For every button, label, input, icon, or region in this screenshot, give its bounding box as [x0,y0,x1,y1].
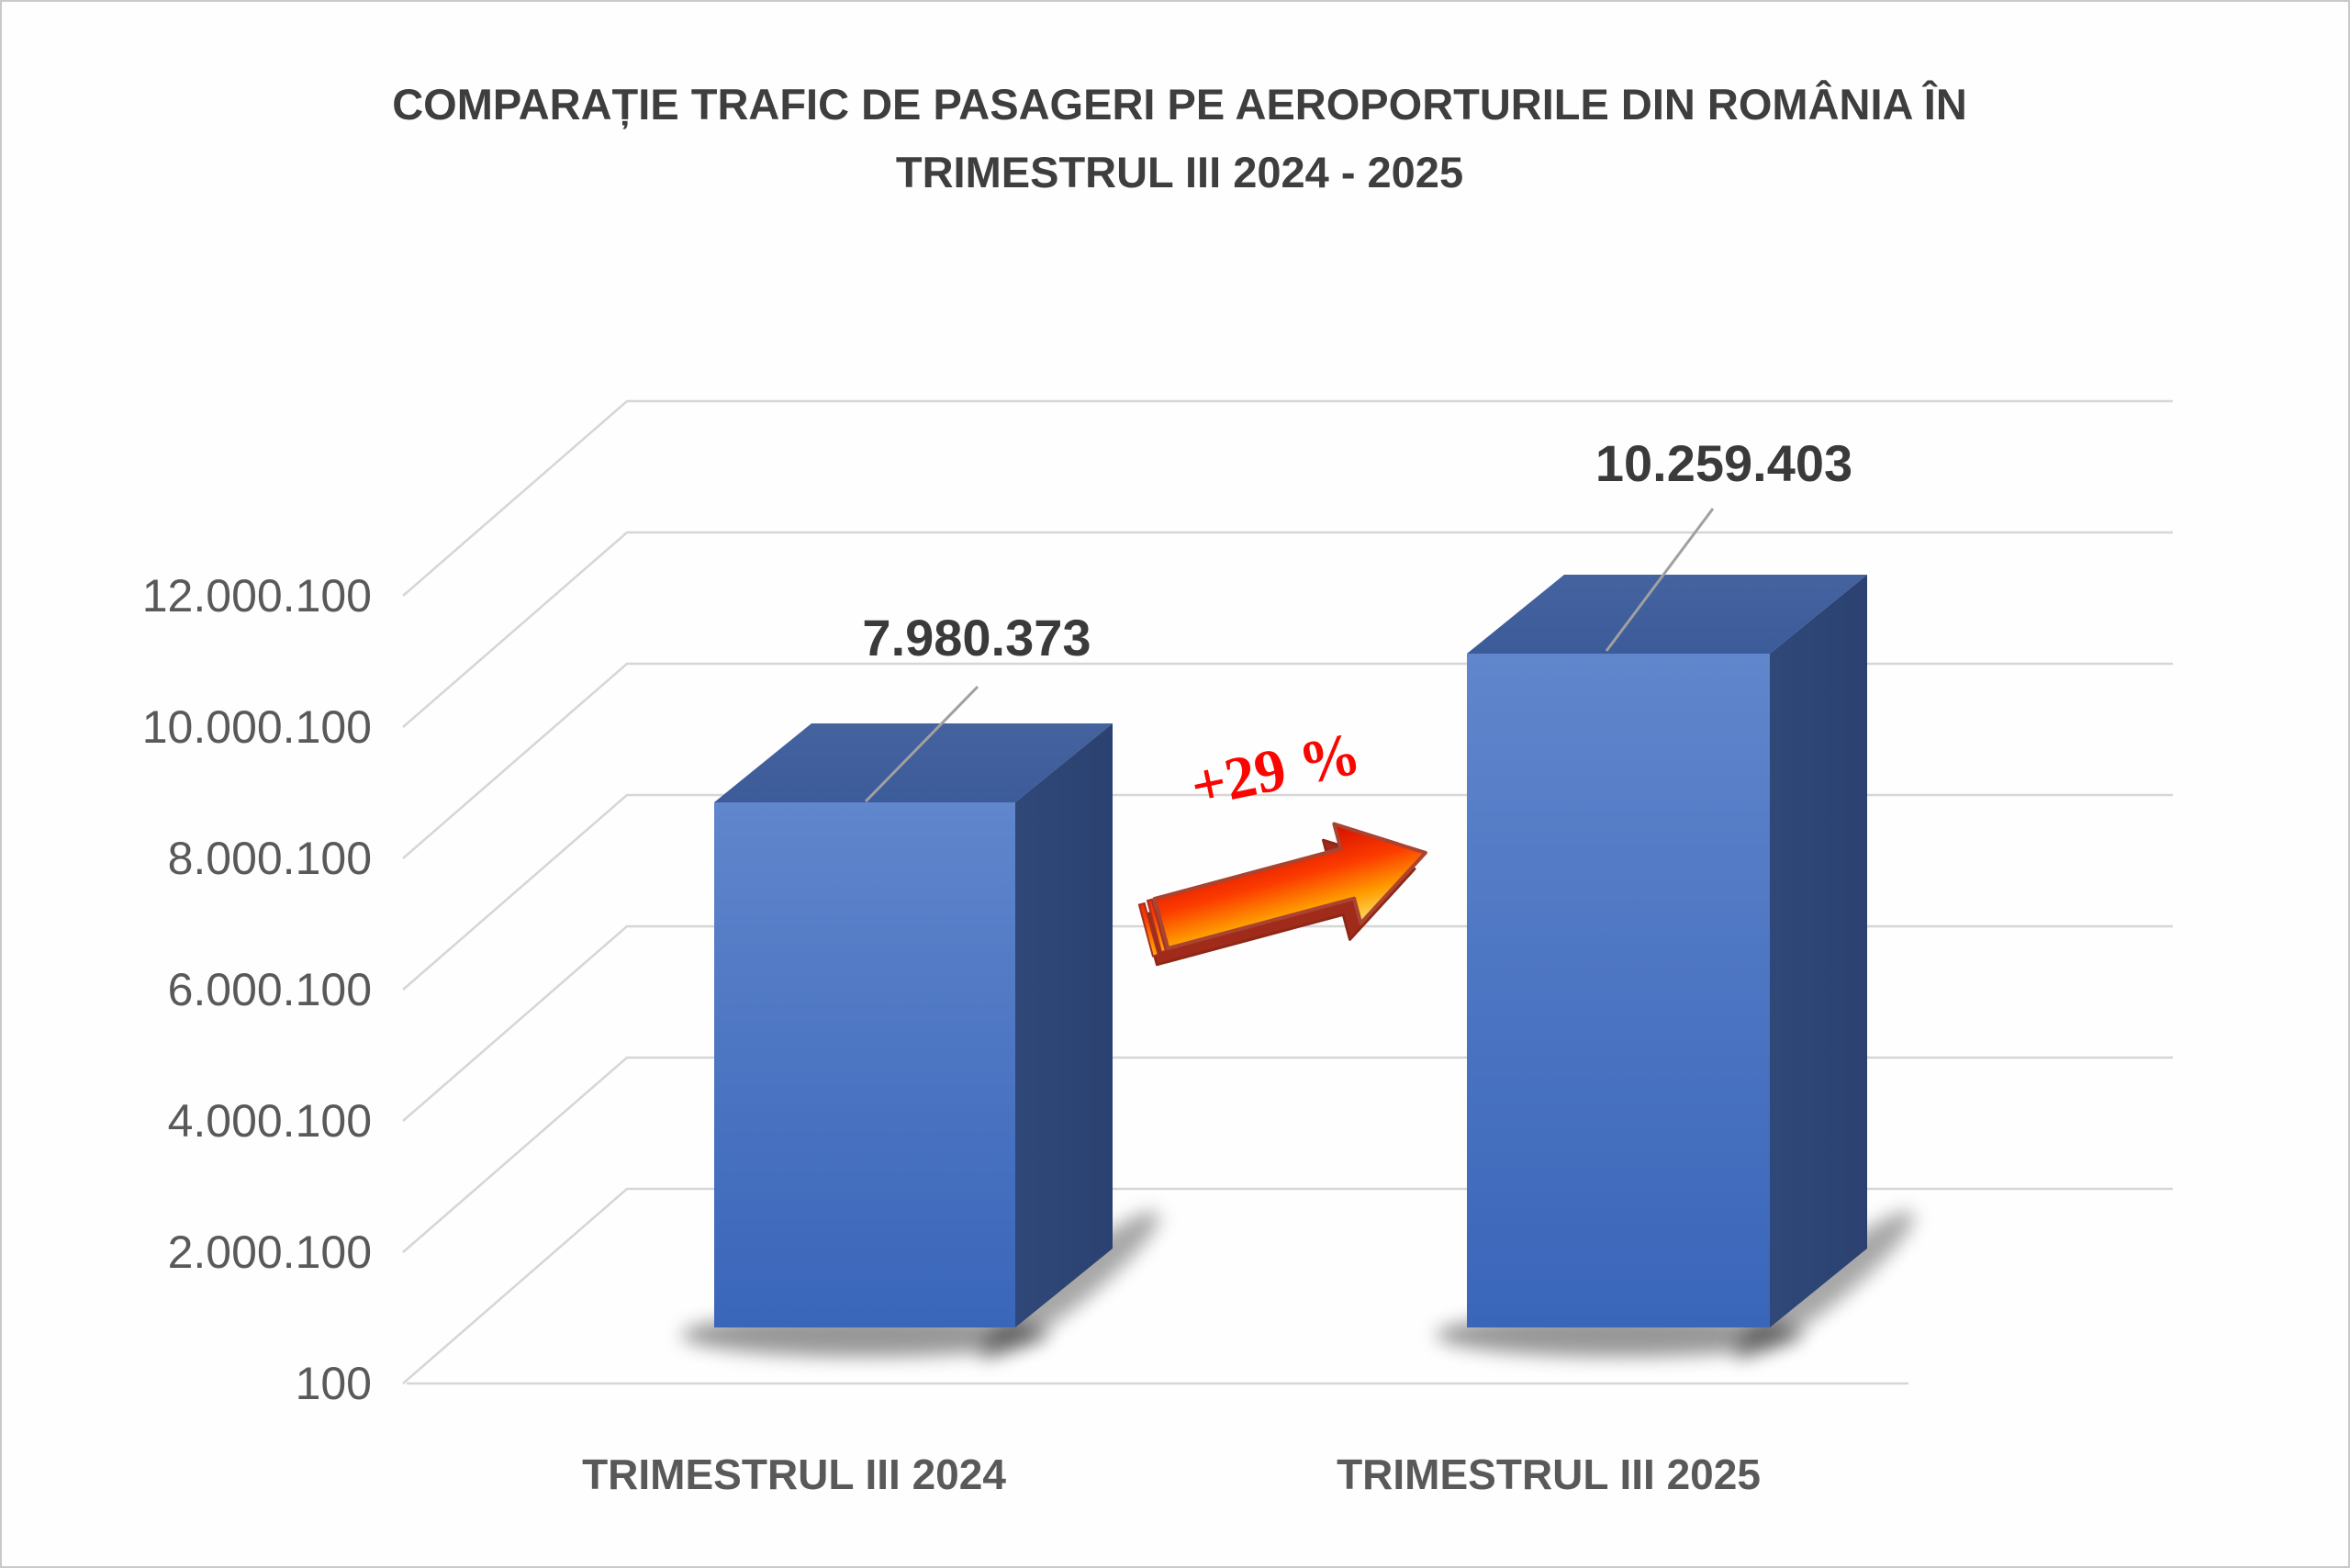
y-tick-label: 100 [296,1358,372,1409]
y-tick-label: 12.000.100 [142,570,372,622]
leader-lines [864,508,1715,803]
bar-2025-top-face [1467,575,1867,654]
data-label-2024: 7.980.373 [862,609,1091,666]
gridline [402,399,2173,597]
leader-line-2024 [864,685,979,803]
bar-2025 [1467,575,1867,1327]
y-tick-label: 10.000.100 [142,701,372,753]
increase-arrow [1137,822,1427,967]
percent-change-label: +29 % [1185,720,1366,821]
gridline [402,531,2173,728]
y-tick-label: 2.000.100 [168,1226,372,1278]
shadow [1733,1211,1915,1360]
chart-title-line1: COMPARAȚIE TRAFIC DE PASAGERI PE AEROPOR… [392,80,1967,129]
gridlines [402,399,2173,1385]
y-tick-label: 4.000.100 [168,1095,372,1147]
increase-arrow-tail-stripe [1146,898,1168,954]
gridline [402,924,2173,1122]
bar-2024-side-face [1015,723,1113,1327]
bar-2025-side-face [1770,575,1867,1327]
data-label-2025: 10.259.403 [1595,434,1852,492]
y-tick-label: 6.000.100 [168,964,372,1015]
bar-2024-front-face [714,802,1015,1327]
y-tick-label: 8.000.100 [168,833,372,884]
bar-2024 [714,723,1113,1327]
category-label-2025: TRIMESTRUL III 2025 [1337,1450,1761,1498]
shadow [979,1211,1160,1360]
increase-arrow-body [1152,822,1427,951]
bar-2025-front-face [1467,654,1770,1327]
chart-title-line2: TRIMESTRUL III 2024 - 2025 [896,148,1463,196]
x-axis: TRIMESTRUL III 2024 TRIMESTRUL III 2025 [582,1450,1761,1498]
bar-2024-top-face [714,723,1113,802]
data-labels: 7.980.373 10.259.403 [862,434,1852,666]
y-axis: 100 2.000.100 4.000.100 6.000.100 8.000.… [142,570,372,1409]
category-label-2024: TRIMESTRUL III 2024 [582,1450,1006,1498]
chart-title: COMPARAȚIE TRAFIC DE PASAGERI PE AEROPOR… [392,80,1967,196]
leader-line-2025 [1605,508,1715,652]
increase-arrow-tail-stripe [1137,902,1159,958]
